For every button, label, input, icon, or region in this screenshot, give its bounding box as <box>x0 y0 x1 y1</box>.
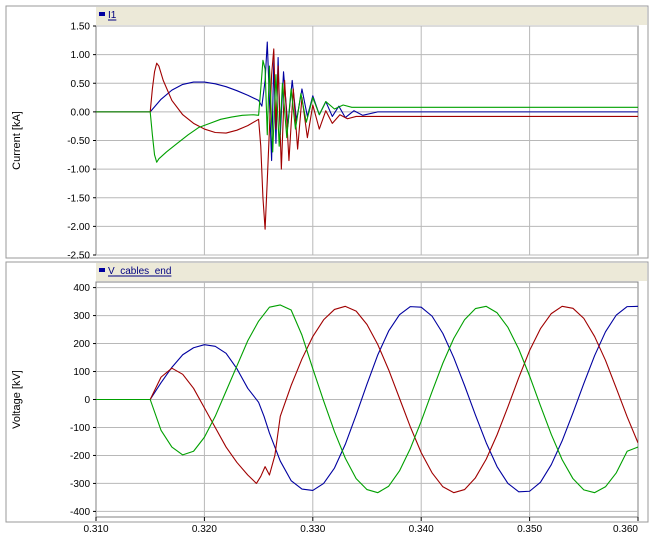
y-tick-label: 0 <box>84 395 90 406</box>
legend-bar <box>96 263 647 281</box>
series-line-2 <box>96 48 638 230</box>
series-line-1 <box>96 305 638 493</box>
y-tick-label: -1.50 <box>67 193 90 204</box>
x-tick-label: 0.320 <box>192 524 217 535</box>
y-axis-label: Voltage [kV] <box>11 370 23 429</box>
y-tick-label: -0.50 <box>67 136 90 147</box>
y-tick-label: 400 <box>73 283 90 294</box>
y-tick-label: 300 <box>73 311 90 322</box>
y-tick-label: 100 <box>73 367 90 378</box>
y-tick-label: 1.00 <box>71 50 91 61</box>
legend-swatch <box>99 12 105 16</box>
y-tick-label: -2.00 <box>67 222 90 233</box>
y-tick-label: 1.50 <box>71 22 91 33</box>
x-tick-label: 0.330 <box>300 524 325 535</box>
x-tick-label: 0.310 <box>83 524 108 535</box>
y-tick-label: -300 <box>70 479 90 490</box>
y-tick-label: -400 <box>70 507 90 518</box>
legend-bar <box>96 7 647 25</box>
chart-panel-1: 1.50 1.00 0.50 0.00 -0.50 -1.00 -1.50 -2.00 -2.5… <box>5 5 649 262</box>
y-tick-label: 0.00 <box>71 107 91 118</box>
y-tick-label: -200 <box>70 451 90 462</box>
legend-swatch <box>99 268 105 272</box>
y-tick-label: -100 <box>70 423 90 434</box>
legend-label: V_cables_end <box>108 266 171 277</box>
x-tick-label: 0.340 <box>409 524 434 535</box>
y-tick-label: 0.50 <box>71 79 91 90</box>
series-line-3 <box>96 304 638 494</box>
chart-panel-2: 0.310 0.320 0.330 0.340 0.350 0.360 400 300 200 1… <box>5 261 649 535</box>
x-tick-label: 0.350 <box>517 524 542 535</box>
series-line-2 <box>96 305 638 494</box>
y-tick-label: -1.00 <box>67 165 90 176</box>
y-tick-label: -2.50 <box>67 251 90 262</box>
x-tick-label: 0.360 <box>613 524 638 535</box>
y-tick-label: 200 <box>73 339 90 350</box>
series-line-3 <box>96 59 638 163</box>
y-axis-label: Current [kA] <box>11 111 23 170</box>
legend-label: I1 <box>108 10 117 21</box>
